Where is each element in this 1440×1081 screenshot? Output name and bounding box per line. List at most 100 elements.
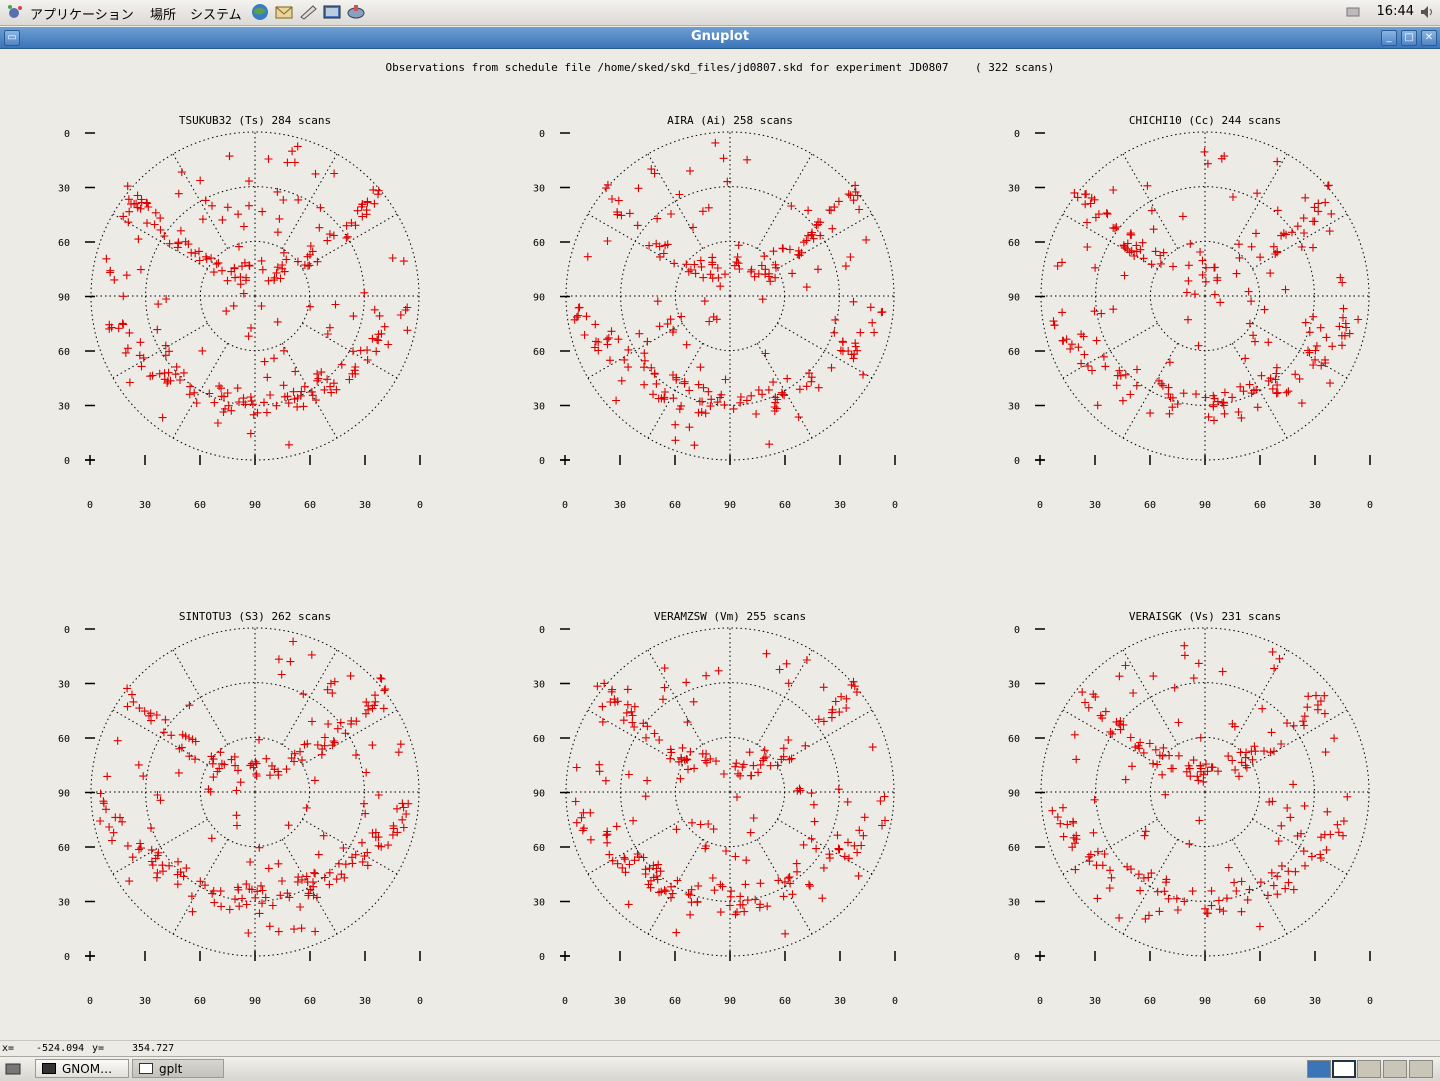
observation-point bbox=[277, 670, 286, 679]
observation-point bbox=[844, 838, 852, 847]
observation-point bbox=[1084, 362, 1092, 371]
observation-point bbox=[1210, 416, 1218, 425]
observation-point bbox=[762, 649, 771, 658]
window-menu-icon[interactable]: ▭ bbox=[4, 30, 20, 46]
network-icon[interactable] bbox=[346, 3, 366, 21]
observation-point bbox=[370, 199, 379, 208]
window-titlebar[interactable]: ▭ Gnuplot _ □ ✕ bbox=[0, 27, 1440, 49]
observation-point bbox=[165, 239, 174, 248]
observation-point bbox=[290, 925, 298, 934]
observation-point bbox=[1271, 375, 1280, 384]
observation-point bbox=[1297, 399, 1306, 408]
observation-point bbox=[331, 300, 340, 309]
observation-point bbox=[144, 203, 153, 211]
observation-point bbox=[677, 312, 686, 321]
sky-plot-panel: VERAISGK (Vs) 231 scans 0 30 60 90 60 30 0 0 30 60… bbox=[1008, 610, 1373, 1007]
observation-point bbox=[804, 206, 813, 215]
y-tick-label: 30 bbox=[58, 898, 70, 909]
azimuth-spoke bbox=[756, 649, 813, 745]
panel-title: CHICHI10 (Cc) 244 scans bbox=[1129, 114, 1281, 127]
observation-point bbox=[118, 319, 127, 328]
observation-point bbox=[205, 389, 214, 398]
observation-point bbox=[1159, 248, 1168, 257]
observation-point bbox=[608, 856, 617, 865]
sky-plot-panel: VERAMZSW (Vm) 255 scans 0 30 60 90 60 30 0 0 30 60… bbox=[533, 610, 898, 1007]
menu-places[interactable]: 場所 bbox=[150, 8, 177, 23]
observation-point bbox=[1058, 308, 1067, 317]
network-status-icon[interactable] bbox=[1346, 6, 1360, 18]
observation-point bbox=[1224, 863, 1233, 872]
observation-point bbox=[766, 761, 775, 770]
observation-point bbox=[279, 196, 288, 204]
observation-point bbox=[223, 203, 232, 212]
observation-point bbox=[1282, 388, 1291, 397]
menu-system[interactable]: システム bbox=[190, 8, 242, 23]
show-desktop-icon[interactable] bbox=[4, 1060, 22, 1078]
observation-point bbox=[1126, 230, 1135, 239]
observation-point bbox=[1059, 832, 1068, 841]
observation-point bbox=[688, 818, 696, 827]
observation-point bbox=[1160, 887, 1169, 896]
mail-icon[interactable] bbox=[274, 3, 294, 21]
observation-point bbox=[807, 834, 816, 843]
clock[interactable]: 16:44 bbox=[1376, 4, 1414, 19]
screenshot-icon[interactable] bbox=[322, 3, 342, 21]
observation-point bbox=[696, 363, 705, 372]
observation-point bbox=[1273, 248, 1282, 257]
observation-point bbox=[323, 685, 332, 694]
task-gplt[interactable]: gplt bbox=[132, 1059, 224, 1078]
observation-point bbox=[1323, 181, 1332, 190]
observation-point bbox=[828, 705, 837, 714]
observation-point bbox=[218, 266, 226, 275]
observation-point bbox=[335, 859, 343, 868]
minimize-button[interactable]: _ bbox=[1381, 30, 1397, 46]
observation-point bbox=[1158, 381, 1167, 390]
observation-point bbox=[859, 831, 868, 840]
observation-point bbox=[313, 893, 321, 902]
workspace-4[interactable] bbox=[1383, 1060, 1407, 1078]
observation-point bbox=[1147, 206, 1156, 215]
observation-point bbox=[195, 247, 203, 256]
task-gnome-terminal[interactable]: GNOM… bbox=[35, 1059, 129, 1078]
observation-point bbox=[613, 210, 622, 219]
volume-icon[interactable] bbox=[1418, 3, 1436, 21]
observation-point bbox=[177, 168, 186, 177]
observation-point bbox=[814, 715, 823, 724]
observation-point bbox=[139, 772, 148, 781]
observation-point bbox=[617, 376, 626, 385]
workspace-2[interactable] bbox=[1332, 1060, 1356, 1078]
observation-point bbox=[586, 808, 595, 817]
observation-point bbox=[102, 805, 110, 814]
maximize-button[interactable]: □ bbox=[1401, 30, 1417, 46]
observation-point bbox=[710, 886, 719, 895]
observation-point bbox=[860, 813, 869, 822]
notes-icon[interactable] bbox=[298, 3, 318, 21]
browser-icon[interactable] bbox=[250, 3, 270, 21]
workspace-1[interactable] bbox=[1307, 1060, 1331, 1078]
menu-applications[interactable]: アプリケーション bbox=[30, 8, 134, 23]
observation-point bbox=[760, 252, 769, 261]
workspace-5[interactable] bbox=[1409, 1060, 1433, 1078]
observation-point bbox=[119, 320, 128, 329]
observation-point bbox=[130, 199, 139, 208]
gnome-foot-icon[interactable] bbox=[6, 3, 26, 21]
y-tick-label: 30 bbox=[1008, 184, 1020, 195]
workspace-3[interactable] bbox=[1357, 1060, 1381, 1078]
observation-point bbox=[1301, 193, 1310, 202]
observation-point bbox=[595, 760, 604, 769]
observation-point bbox=[139, 353, 148, 362]
observation-point bbox=[348, 369, 357, 378]
observation-point bbox=[290, 749, 299, 758]
observation-point bbox=[574, 311, 583, 320]
gnuplot-canvas[interactable]: Observations from schedule file /home/sk… bbox=[0, 49, 1440, 1039]
observation-point bbox=[1273, 872, 1282, 881]
observation-point bbox=[691, 269, 700, 278]
observation-point bbox=[234, 210, 243, 219]
observation-point bbox=[188, 735, 197, 744]
observation-point bbox=[339, 844, 348, 852]
observation-point bbox=[690, 260, 699, 269]
observation-point bbox=[1343, 792, 1352, 801]
close-button[interactable]: ✕ bbox=[1421, 30, 1437, 46]
y-coord-label: y= bbox=[92, 1043, 105, 1054]
azimuth-spoke bbox=[1231, 153, 1288, 249]
